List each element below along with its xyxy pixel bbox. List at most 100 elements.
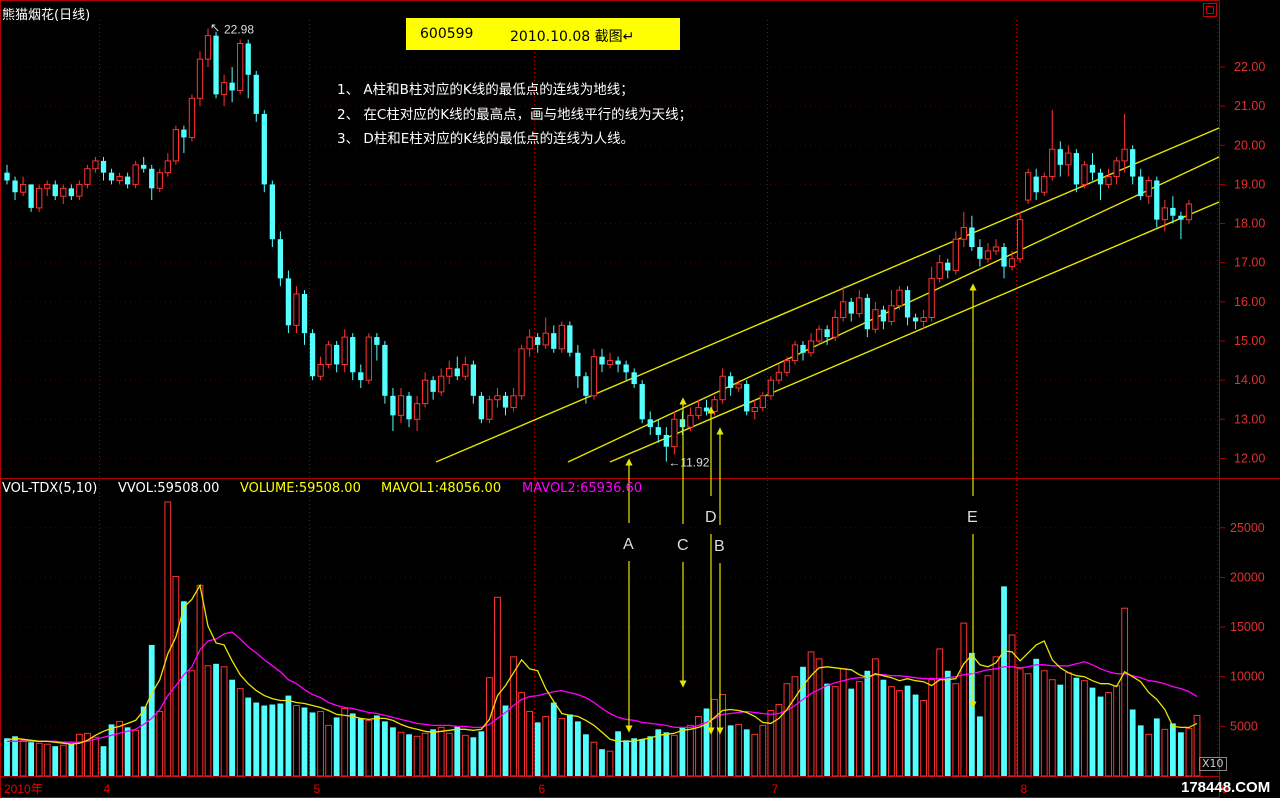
volume-bar bbox=[880, 679, 887, 776]
indicator-name: VOL-TDX(5,10) bbox=[2, 481, 98, 496]
candle bbox=[832, 309, 839, 341]
volume-bar bbox=[871, 658, 879, 777]
candle bbox=[1041, 172, 1048, 197]
volume-bar bbox=[1161, 728, 1169, 777]
candle-body bbox=[912, 317, 919, 322]
candle bbox=[269, 180, 275, 248]
annotation-letter: A bbox=[623, 536, 634, 553]
volume-bar bbox=[1178, 732, 1184, 776]
candle-body bbox=[1154, 180, 1160, 220]
candle bbox=[1145, 176, 1152, 204]
candle bbox=[358, 364, 364, 388]
volume-bar bbox=[807, 651, 815, 777]
candle-body bbox=[334, 344, 340, 365]
volume-bar bbox=[695, 715, 702, 777]
candle bbox=[1081, 160, 1088, 189]
candle-body bbox=[759, 395, 766, 409]
volume-bar bbox=[920, 700, 928, 777]
zoom-badge[interactable]: X10 bbox=[1199, 757, 1227, 771]
candle-body bbox=[840, 301, 847, 319]
candle-body bbox=[735, 383, 742, 389]
candle bbox=[639, 380, 645, 424]
volume-bar bbox=[253, 702, 260, 776]
candle bbox=[285, 270, 292, 334]
volume-bar bbox=[848, 688, 855, 776]
candle-body bbox=[615, 360, 621, 365]
x-tick-label: 7 bbox=[772, 782, 779, 796]
candle-body bbox=[775, 371, 783, 381]
candle bbox=[1001, 243, 1007, 279]
volume-bar bbox=[269, 704, 276, 776]
candle-body bbox=[36, 187, 43, 209]
candle-body bbox=[4, 172, 10, 181]
mavol1-line bbox=[6, 583, 1198, 745]
x-tick-label: 4 bbox=[104, 782, 111, 796]
candle-body bbox=[317, 363, 324, 377]
candle-body bbox=[350, 337, 356, 373]
volume-bar bbox=[1097, 696, 1104, 776]
candle bbox=[807, 333, 815, 357]
candle-body bbox=[204, 35, 212, 60]
price-tick-label: 12.00 bbox=[1234, 451, 1265, 465]
candle-body bbox=[1081, 164, 1088, 185]
candle bbox=[567, 321, 573, 357]
candle bbox=[904, 286, 911, 326]
candle bbox=[12, 176, 18, 201]
candle-body bbox=[253, 74, 259, 114]
candle-body bbox=[599, 356, 605, 365]
candle-body bbox=[237, 42, 244, 91]
candle-body bbox=[132, 164, 139, 185]
candle-body bbox=[1121, 148, 1128, 162]
candle-body bbox=[430, 380, 436, 392]
volume-bar bbox=[977, 716, 983, 776]
candle-body bbox=[1041, 176, 1048, 193]
candle-body bbox=[856, 297, 863, 315]
candle bbox=[880, 305, 887, 330]
candle-body bbox=[542, 332, 549, 346]
candle bbox=[36, 184, 43, 212]
volume-bar bbox=[349, 713, 356, 776]
volume-bar bbox=[928, 679, 936, 777]
candle-body bbox=[952, 238, 959, 272]
candle-body bbox=[462, 363, 469, 377]
volume-bar bbox=[687, 724, 694, 777]
volume-bar bbox=[1081, 680, 1088, 777]
volume-bar bbox=[623, 740, 630, 776]
volume-bar bbox=[116, 720, 123, 777]
candle bbox=[350, 333, 356, 381]
volume-bar bbox=[647, 736, 654, 776]
volume-bar bbox=[421, 732, 429, 777]
candle bbox=[124, 172, 131, 189]
candle-body bbox=[1033, 176, 1039, 193]
volume-bar bbox=[373, 715, 380, 776]
volume-bar bbox=[864, 670, 871, 776]
candle bbox=[992, 239, 1000, 255]
volume-bar bbox=[309, 712, 316, 776]
candle bbox=[413, 395, 421, 432]
price-tick-label: 21.00 bbox=[1234, 99, 1265, 113]
candle-body bbox=[992, 246, 1000, 252]
candle bbox=[647, 411, 653, 435]
candle-body bbox=[309, 333, 316, 377]
candle bbox=[1154, 176, 1160, 228]
candle bbox=[478, 391, 485, 424]
candle-body bbox=[896, 289, 903, 307]
candle bbox=[245, 39, 251, 99]
price-tick-label: 17.00 bbox=[1234, 256, 1265, 270]
volume-bar bbox=[229, 679, 236, 776]
volume-bar bbox=[542, 715, 550, 777]
volume-bar bbox=[1121, 607, 1129, 777]
candle bbox=[735, 380, 742, 392]
candle bbox=[390, 387, 396, 432]
candle-body bbox=[864, 297, 870, 330]
volume-bar bbox=[679, 727, 686, 776]
candle-body bbox=[374, 337, 380, 345]
volume-bar bbox=[534, 722, 541, 776]
candle bbox=[84, 164, 91, 189]
volume-bar bbox=[1057, 684, 1064, 776]
low-marker: ←11.92 bbox=[668, 456, 709, 470]
volume-bar bbox=[1169, 723, 1176, 776]
restore-window-icon[interactable] bbox=[1203, 3, 1217, 17]
annotation-notes: 1、 A柱和B柱对应的K线的最低点的连线为地线； 2、 在C柱对应的K线的最高点… bbox=[337, 78, 692, 152]
